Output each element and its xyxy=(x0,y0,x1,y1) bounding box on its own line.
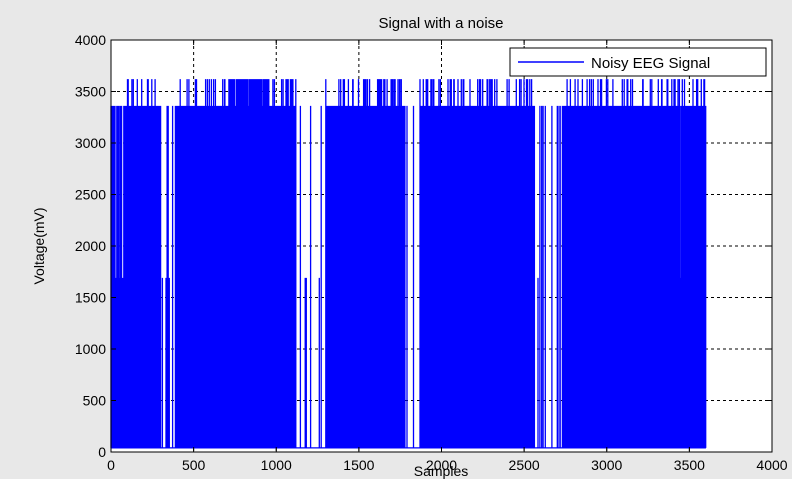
x-tick-label: 1500 xyxy=(343,457,374,473)
y-tick-label: 3000 xyxy=(75,135,106,151)
tick-marks xyxy=(110,39,773,453)
y-tick-label: 4000 xyxy=(75,32,106,48)
chart-title: Signal with a noise xyxy=(378,15,503,32)
y-tick-label: 2500 xyxy=(75,187,106,203)
x-tick-label: 2000 xyxy=(426,457,457,473)
y-tick-label: 500 xyxy=(83,393,107,409)
x-tick-label: 3500 xyxy=(674,457,705,473)
x-tick-label: 500 xyxy=(182,457,206,473)
legend[interactable]: Noisy EEG Signal xyxy=(509,47,767,77)
legend-series-label: Noisy EEG Signal xyxy=(591,55,710,72)
x-tick-labels: 0 500 1000 1500 2000 2500 3000 3500 4000 xyxy=(107,457,788,473)
y-tick-label: 1500 xyxy=(75,290,106,306)
x-axis-label: Samples xyxy=(414,463,468,479)
x-tick-label: 0 xyxy=(107,457,115,473)
x-tick-label: 3000 xyxy=(591,457,622,473)
y-tick-label: 3500 xyxy=(75,84,106,100)
x-tick-label: 2500 xyxy=(509,457,540,473)
y-axis-label: Voltage(mV) xyxy=(31,207,47,284)
y-tick-label: 2000 xyxy=(75,238,106,254)
x-tick-label: 4000 xyxy=(756,457,787,473)
x-tick-label: 1000 xyxy=(261,457,292,473)
y-tick-label: 0 xyxy=(98,444,106,460)
y-tick-labels: 0 500 1000 1500 2000 2500 3000 3500 4000 xyxy=(75,32,106,460)
y-tick-label: 1000 xyxy=(75,341,106,357)
